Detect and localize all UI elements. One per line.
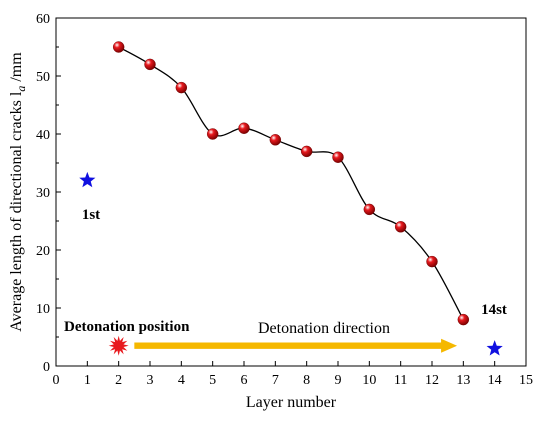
x-tick-label: 5 xyxy=(209,373,216,388)
x-tick-label: 14 xyxy=(488,373,502,388)
data-point xyxy=(206,128,219,140)
y-tick-label: 30 xyxy=(36,186,50,201)
y-tick-label: 50 xyxy=(36,70,50,85)
y-axis-label: Average length of directional cracks la … xyxy=(8,52,28,332)
y-axis-label-subscript: a xyxy=(14,86,28,92)
x-tick-label: 2 xyxy=(115,373,122,388)
x-tick-label: 8 xyxy=(303,373,310,388)
marker-label-14st: 14st xyxy=(481,302,507,318)
y-tick-label: 20 xyxy=(36,244,50,259)
x-tick-label: 15 xyxy=(519,373,533,388)
data-point xyxy=(300,145,313,158)
x-tick-label: 4 xyxy=(178,373,185,388)
y-tick-label: 60 xyxy=(36,12,50,27)
y-tick-label: 10 xyxy=(36,302,50,317)
data-points xyxy=(112,41,470,326)
marker-label-1st: 1st xyxy=(82,207,100,223)
x-axis-ticks: 0 1 2 3 4 5 6 7 8 9 10 11 12 13 14 15 xyxy=(53,361,533,388)
x-tick-label: 12 xyxy=(425,373,439,388)
layer-star-marker xyxy=(79,171,96,188)
x-tick-label: 9 xyxy=(335,373,342,388)
detonation-direction-label: Detonation direction xyxy=(258,320,390,337)
x-tick-label: 7 xyxy=(272,373,279,388)
detonation-burst-icon xyxy=(108,335,129,356)
data-point xyxy=(112,41,125,53)
data-point xyxy=(144,58,156,71)
plot-frame xyxy=(55,17,527,367)
detonation-arrow xyxy=(134,338,458,353)
data-point xyxy=(238,122,250,134)
x-tick-label: 13 xyxy=(456,373,470,388)
layer-markers xyxy=(79,171,503,356)
y-axis-ticks: 0 10 20 30 40 50 60 xyxy=(36,12,61,375)
detonation-annotations xyxy=(108,335,458,356)
data-point xyxy=(269,134,282,146)
data-point xyxy=(394,221,407,233)
data-point xyxy=(426,255,438,268)
data-point xyxy=(457,313,470,326)
data-point xyxy=(175,81,188,94)
y-axis-label-unit: /mm xyxy=(8,52,25,86)
layer-star-marker xyxy=(486,340,503,356)
data-point xyxy=(332,151,344,163)
x-tick-label: 1 xyxy=(84,373,91,388)
x-tick-label: 10 xyxy=(362,373,376,388)
y-tick-label: 0 xyxy=(43,360,50,375)
y-tick-label: 40 xyxy=(36,128,50,143)
data-point xyxy=(363,203,376,216)
detonation-position-label: Detonation position xyxy=(64,319,190,335)
x-axis-label: Layer number xyxy=(246,394,337,411)
x-tick-label: 0 xyxy=(53,373,60,388)
x-tick-label: 3 xyxy=(147,373,154,388)
x-tick-label: 11 xyxy=(394,373,407,388)
fit-curve-line xyxy=(118,46,464,320)
x-tick-label: 6 xyxy=(241,373,248,388)
fitted-curve xyxy=(118,46,464,320)
y-axis-label-main: Average length of directional cracks l xyxy=(8,91,25,332)
